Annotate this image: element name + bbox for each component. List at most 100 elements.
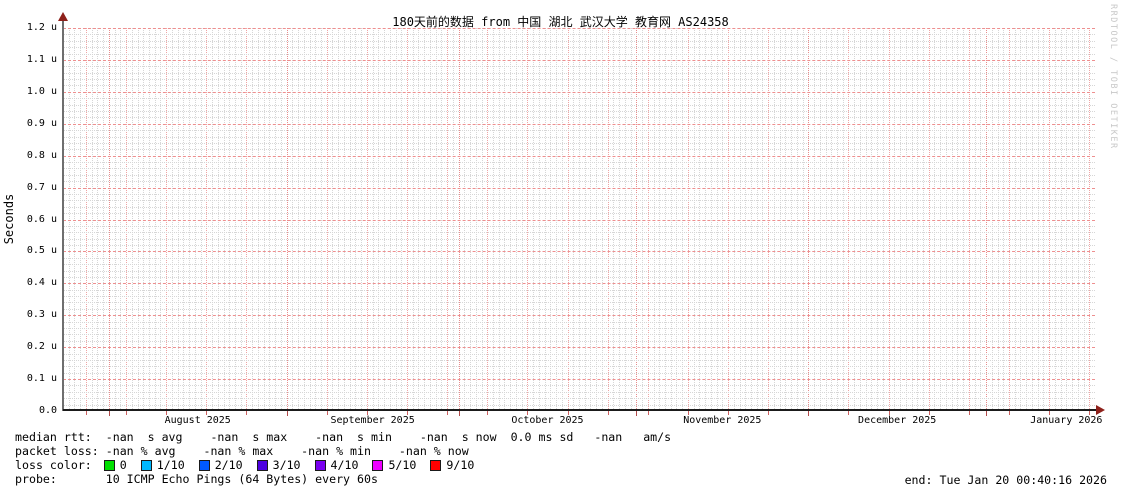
loss-color-item: 0 bbox=[103, 458, 127, 472]
gridline-y-major bbox=[63, 251, 1095, 253]
x-tick-mark bbox=[166, 411, 168, 415]
legend-packet-loss: packet loss: -nan % avg -nan % max -nan … bbox=[15, 444, 469, 458]
loss-color-caption: loss color: bbox=[15, 458, 92, 472]
loss-color-swatch bbox=[198, 459, 210, 471]
loss-color-swatch bbox=[256, 459, 268, 471]
y-tick-label: 0.6 u bbox=[26, 213, 57, 225]
gridline-y-minor bbox=[63, 232, 1095, 234]
gridline-y-minor bbox=[63, 321, 1095, 323]
legend-loss-colors: loss color: 0 1/10 2/10 3/10 4/10 5/10 9/10 bbox=[15, 458, 474, 472]
gridline-y-minor bbox=[63, 213, 1095, 215]
x-tick-mark bbox=[246, 411, 248, 415]
loss-color-item: 3/10 bbox=[256, 458, 301, 472]
gridline-y-minor bbox=[63, 270, 1095, 272]
gridline-y-minor bbox=[63, 136, 1095, 138]
gridline-y-minor bbox=[63, 142, 1095, 144]
gridline-y-minor bbox=[63, 200, 1095, 202]
gridline-y-minor bbox=[63, 181, 1095, 183]
gridline-y-minor bbox=[63, 372, 1095, 374]
loss-color-value: 4/10 bbox=[330, 458, 359, 472]
gridline-y-minor bbox=[63, 117, 1095, 119]
loss-color-swatch bbox=[314, 459, 326, 471]
gridline-y-minor bbox=[63, 302, 1095, 304]
loss-color-item: 1/10 bbox=[140, 458, 185, 472]
x-tick-label: October 2025 bbox=[511, 415, 584, 426]
gridline-y-minor bbox=[63, 404, 1095, 406]
x-tick-label: November 2025 bbox=[683, 415, 762, 426]
gridline-y-minor bbox=[63, 66, 1095, 68]
x-tick-mark bbox=[728, 411, 730, 415]
gridline-y-minor bbox=[63, 149, 1095, 151]
loss-color-value: 0 bbox=[119, 458, 127, 472]
x-tick-mark-month bbox=[986, 411, 988, 416]
x-tick-mark bbox=[848, 411, 850, 415]
loss-color-item: 9/10 bbox=[430, 458, 474, 472]
x-tick-label: August 2025 bbox=[164, 415, 231, 426]
gridline-y-minor bbox=[63, 238, 1095, 240]
gridline-y-major bbox=[63, 59, 1095, 61]
x-tick-mark bbox=[768, 411, 770, 415]
loss-color-value: 2/10 bbox=[214, 458, 243, 472]
gridline-y-minor bbox=[63, 391, 1095, 393]
y-tick-label: 1.1 u bbox=[26, 53, 57, 65]
rrdtool-watermark: RRDTOOL / TOBI OETIKER bbox=[1108, 4, 1118, 150]
y-tick-label: 0.3 u bbox=[26, 309, 57, 321]
y-tick-label: 0.9 u bbox=[26, 117, 57, 129]
gridline-y-minor bbox=[63, 308, 1095, 310]
loss-color-item: 5/10 bbox=[372, 458, 416, 472]
loss-color-value: 1/10 bbox=[156, 458, 185, 472]
gridline-y-minor bbox=[63, 72, 1095, 74]
loss-color-swatch bbox=[430, 459, 442, 471]
gridline-y-minor bbox=[63, 98, 1095, 100]
gridline-y-minor bbox=[63, 104, 1095, 106]
gridline-y-major bbox=[63, 123, 1095, 125]
y-tick-label: 0.4 u bbox=[26, 277, 57, 289]
gridline-y-minor bbox=[63, 206, 1095, 208]
gridline-y-minor bbox=[63, 289, 1095, 291]
gridline-y-minor bbox=[63, 34, 1095, 36]
x-tick-mark bbox=[527, 411, 529, 415]
loss-color-value: 9/10 bbox=[446, 458, 475, 472]
gridline-y-minor bbox=[63, 385, 1095, 387]
x-tick-mark bbox=[647, 411, 649, 415]
y-tick-label: 0.2 u bbox=[26, 341, 57, 353]
gridline-y-minor bbox=[63, 110, 1095, 112]
x-tick-mark bbox=[928, 411, 930, 415]
gridline-y-minor bbox=[63, 168, 1095, 170]
x-tick-mark bbox=[888, 411, 890, 415]
loss-color-value: 3/10 bbox=[272, 458, 301, 472]
plot-area bbox=[63, 28, 1095, 411]
gridline-y-minor bbox=[63, 79, 1095, 81]
gridline-y-minor bbox=[63, 174, 1095, 176]
x-tick-mark bbox=[968, 411, 970, 415]
y-tick-label: 0.0 bbox=[38, 405, 57, 416]
gridline-y-major bbox=[63, 187, 1095, 189]
gridline-y-minor bbox=[63, 130, 1095, 132]
y-tick-label: 0.1 u bbox=[26, 373, 57, 385]
x-tick-mark bbox=[487, 411, 489, 415]
x-tick-mark bbox=[126, 411, 128, 415]
gridline-y-major bbox=[63, 219, 1095, 221]
gridline-y-major bbox=[63, 283, 1095, 285]
gridline-y-minor bbox=[63, 193, 1095, 195]
gridline-y-minor bbox=[63, 398, 1095, 400]
x-tick-mark bbox=[1089, 411, 1091, 415]
y-tick-label: 0.8 u bbox=[26, 149, 57, 161]
y-axis-arrow-icon bbox=[58, 12, 68, 21]
y-tick-label: 1.0 u bbox=[26, 85, 57, 97]
gridline-y-minor bbox=[63, 162, 1095, 164]
gridline-y-minor bbox=[63, 47, 1095, 49]
x-tick-mark bbox=[1049, 411, 1051, 415]
x-tick-mark-month bbox=[286, 411, 288, 416]
loss-color-swatch bbox=[372, 459, 384, 471]
loss-color-value: 5/10 bbox=[388, 458, 417, 472]
loss-color-items: 0 1/10 2/10 3/10 4/10 5/10 9/10 bbox=[92, 458, 474, 472]
gridline-y-minor bbox=[63, 296, 1095, 298]
loss-color-item: 4/10 bbox=[314, 458, 359, 472]
x-tick-label: September 2025 bbox=[330, 415, 415, 426]
x-tick-mark bbox=[366, 411, 368, 415]
x-tick-label: December 2025 bbox=[858, 415, 937, 426]
loss-color-swatch bbox=[103, 459, 115, 471]
x-tick-mark bbox=[1009, 411, 1010, 415]
